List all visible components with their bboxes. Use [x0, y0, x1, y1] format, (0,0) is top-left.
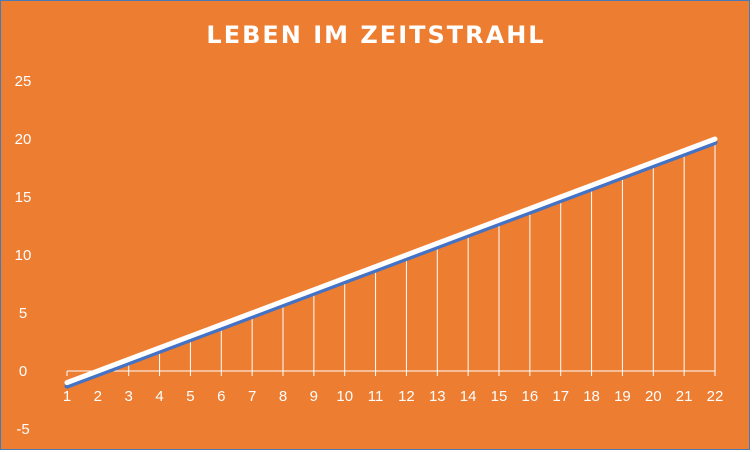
x-tick-label: 15 [491, 388, 508, 405]
x-tick-label: 13 [429, 388, 446, 405]
x-tick-label: 9 [310, 388, 318, 405]
x-tick-label: 11 [368, 388, 384, 405]
y-tick-label: 5 [19, 305, 27, 322]
y-tick-label: -5 [16, 421, 29, 438]
chart-title: LEBEN IM ZEITSTRAHL [206, 21, 546, 49]
x-tick-label: 2 [94, 388, 102, 405]
x-tick-label: 16 [522, 388, 539, 405]
x-tick-label: 14 [460, 388, 477, 405]
series-line-blue [64, 140, 718, 389]
y-tick-label: 10 [15, 247, 32, 264]
x-tick-labels: 1 2 3 4 5 6 7 8 9 10 11 12 13 14 15 16 17 18 19 20 21 22 [63, 388, 724, 405]
x-tick-label: 5 [186, 388, 194, 405]
x-tick-label: 12 [398, 388, 415, 405]
x-tick-label: 18 [583, 388, 600, 405]
y-tick-label: 25 [15, 73, 32, 90]
y-tick-label: 0 [19, 363, 27, 380]
x-tick-label: 8 [279, 388, 287, 405]
x-tick-label: 3 [125, 388, 133, 405]
x-tick-label: 17 [552, 388, 569, 405]
x-tick-label: 19 [614, 388, 631, 405]
x-tick-label: 1 [63, 388, 71, 405]
x-tick-label: 22 [707, 388, 724, 405]
y-tick-label: 20 [15, 131, 32, 148]
x-tick-label: 20 [645, 388, 662, 405]
x-tick-label: 21 [676, 388, 693, 405]
x-tick-label: 10 [336, 388, 353, 405]
x-tick-marks [66, 371, 716, 376]
y-tick-label: 15 [15, 189, 32, 206]
x-tick-label: 6 [217, 388, 225, 405]
y-tick-labels: -5 0 5 10 15 20 25 [15, 73, 32, 438]
series-layer [64, 136, 718, 389]
series-line-white [64, 136, 718, 386]
x-tick-label: 4 [155, 388, 163, 405]
x-tick-label: 7 [248, 388, 256, 405]
